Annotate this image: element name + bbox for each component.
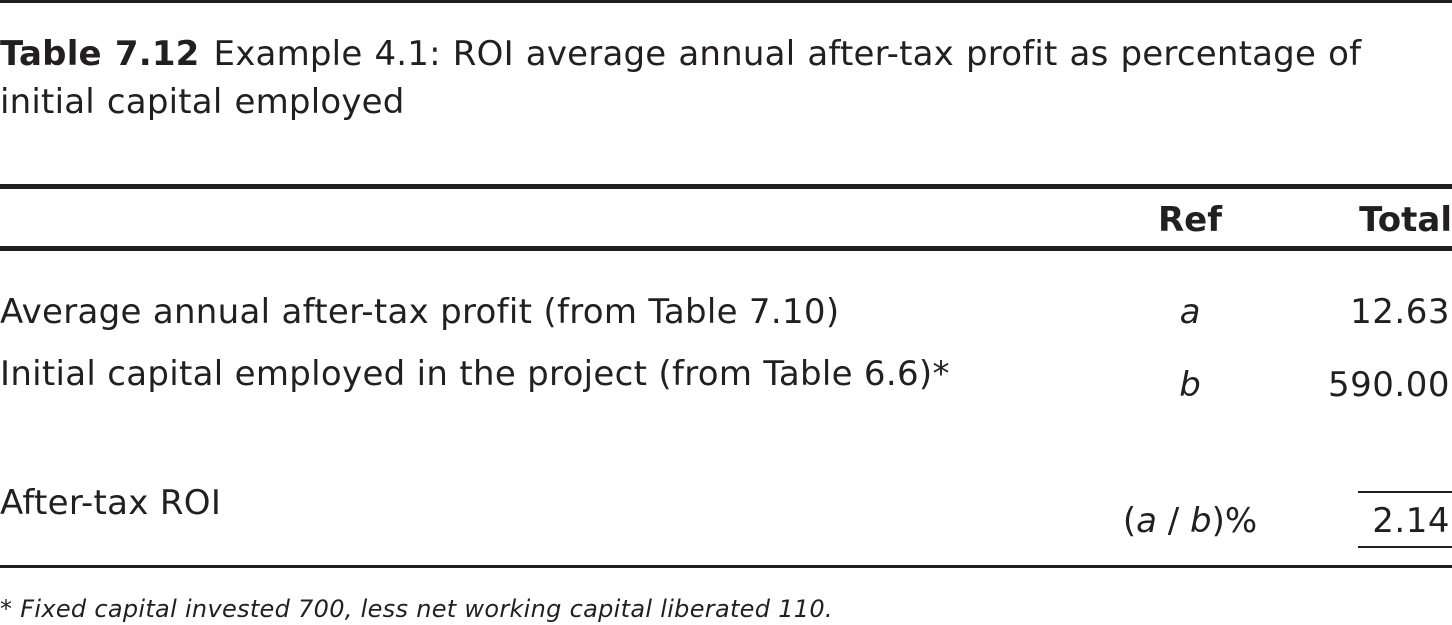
result-label-after-tax-roi: After-tax ROI: [0, 483, 222, 523]
table-caption-text: Example 4.1: ROI average annual after-ta…: [0, 34, 1362, 122]
header-bottom-rule: [0, 246, 1452, 251]
row-total-initial-capital: 590.00: [1328, 365, 1450, 405]
row-ref-b: b: [1179, 365, 1201, 405]
table-footnote: * Fixed capital invested 700, less net w…: [0, 594, 833, 624]
formula-a: a: [1136, 501, 1157, 541]
footnote-text: Fixed capital invested 700, less net wor…: [12, 595, 833, 623]
column-header-ref: Ref: [1157, 200, 1223, 240]
table-caption: Table 7.12 Example 4.1: ROI average annua…: [0, 30, 1440, 126]
column-header-total: Total: [1359, 200, 1452, 240]
row-label-initial-capital: Initial capital employed in the project …: [0, 354, 950, 394]
row-ref-a: a: [1179, 292, 1201, 332]
footnote-marker: *: [0, 595, 13, 623]
table-caption-label: Table 7.12: [0, 34, 200, 74]
top-rule: [0, 0, 1452, 3]
result-total-roi: 2.14: [1372, 501, 1450, 541]
row-label-average-profit: Average annual after-tax profit (from Ta…: [0, 292, 840, 332]
result-ref-formula: (a / b)%: [1110, 501, 1270, 541]
formula-open: (: [1122, 501, 1137, 541]
header-top-rule: [0, 184, 1452, 189]
table-bottom-rule: [0, 565, 1452, 568]
formula-close: )%: [1211, 501, 1258, 541]
row-total-average-profit: 12.63: [1350, 292, 1450, 332]
formula-b: b: [1190, 501, 1212, 541]
result-total-box: [1358, 491, 1452, 548]
formula-separator: /: [1156, 501, 1190, 541]
